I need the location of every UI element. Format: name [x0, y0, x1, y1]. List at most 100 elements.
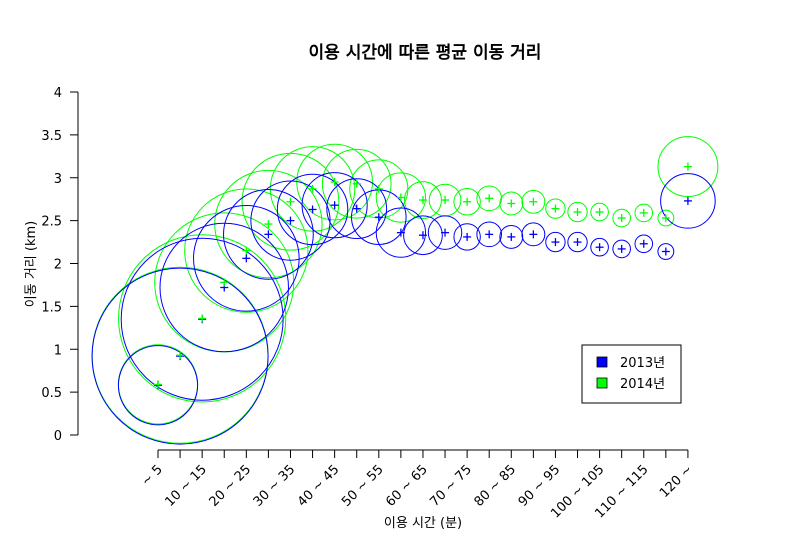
point-2013 — [441, 228, 450, 237]
point-2013 — [463, 232, 472, 241]
point-2014 — [286, 197, 295, 206]
x-tick-label: 60 ~ 65 — [383, 462, 431, 510]
bubble-2014 — [612, 208, 631, 228]
x-tick-label: 40 ~ 45 — [295, 462, 343, 510]
point-2014 — [264, 220, 273, 229]
bubble-2014 — [184, 188, 309, 313]
x-tick-label: 10 ~ 15 — [162, 462, 210, 510]
legend-label-2013: 2013년 — [620, 356, 665, 371]
point-2014 — [463, 197, 472, 206]
point-2014 — [154, 380, 162, 389]
chart-title: 이용 시간에 따른 평균 이동 거리 — [309, 43, 542, 63]
bubble-2013 — [375, 207, 427, 258]
x-tick-label: ~ 5 — [139, 462, 166, 489]
point-2013 — [352, 204, 361, 213]
bubble-2014 — [375, 172, 427, 223]
bubble-2013 — [657, 243, 675, 260]
point-2014 — [242, 246, 251, 255]
point-2013 — [683, 196, 692, 205]
bubble-2013 — [612, 239, 631, 259]
point-2013 — [286, 216, 295, 225]
legend-swatch-2013 — [596, 356, 608, 368]
bubble-2013 — [326, 178, 388, 240]
point-2013 — [418, 231, 427, 240]
point-2013 — [573, 238, 582, 247]
point-2014 — [396, 193, 405, 202]
bubble-2014 — [657, 209, 675, 227]
bubble-2013 — [117, 345, 199, 426]
y-axis: 0 0.5 1 1.5 2 2.5 3 3.5 4 — [41, 86, 79, 444]
point-2014 — [617, 214, 626, 223]
point-2013 — [264, 230, 273, 239]
point-2014 — [198, 314, 207, 323]
point-2013 — [374, 213, 383, 222]
point-2014 — [374, 184, 383, 193]
point-2013 — [529, 230, 538, 239]
bubble-2013 — [476, 221, 503, 248]
bubble-2014 — [118, 234, 287, 403]
point-2013 — [661, 247, 670, 256]
point-2013 — [551, 238, 560, 247]
bubble-2013 — [193, 205, 300, 312]
point-2014 — [418, 196, 427, 205]
y-tick-label: 1.5 — [41, 300, 62, 315]
plot-area — [91, 136, 719, 445]
point-2014 — [485, 194, 494, 203]
y-tick-label: 0.5 — [41, 386, 62, 401]
bubble-2013 — [301, 172, 368, 239]
point-2014 — [661, 214, 670, 223]
point-layer — [154, 162, 692, 390]
legend: 2013년 2014년 — [581, 344, 682, 404]
point-2014 — [330, 178, 339, 187]
x-tick-label: 120 ~ — [657, 462, 696, 501]
point-2013 — [485, 230, 494, 239]
point-2013 — [242, 254, 251, 263]
x-axis-title: 이용 시간 (분) — [384, 516, 462, 531]
bubble-2013 — [660, 173, 716, 229]
point-2013 — [308, 205, 317, 214]
bubble-2013 — [159, 222, 289, 353]
x-tick-label: 20 ~ 25 — [207, 462, 255, 510]
bubble-2013 — [567, 231, 588, 253]
point-2013 — [595, 243, 604, 252]
point-2014 — [529, 197, 538, 206]
bubble-2013 — [545, 231, 566, 253]
bubble-2013 — [521, 222, 546, 247]
legend-label-2014: 2014년 — [620, 377, 665, 392]
bubble-2014 — [567, 201, 588, 223]
point-2014 — [352, 179, 361, 188]
bubble-2013 — [499, 224, 524, 249]
y-tick-label: 1 — [54, 343, 62, 358]
y-tick-label: 4 — [54, 86, 62, 101]
point-2013 — [639, 239, 648, 248]
bubble-2013 — [427, 215, 463, 250]
point-2014 — [507, 199, 516, 208]
point-2014 — [220, 278, 229, 287]
bubble-2014 — [521, 189, 546, 214]
bubble-2013 — [250, 180, 331, 261]
point-2014 — [441, 196, 450, 205]
bubble-layer — [91, 136, 719, 445]
y-axis-title: 이동 거리 (km) — [24, 221, 39, 307]
bubble-2014 — [634, 203, 654, 223]
point-2014 — [551, 204, 560, 213]
y-tick-label: 0 — [54, 429, 62, 444]
bubble-2013 — [634, 234, 654, 254]
bubble-2014 — [296, 143, 373, 221]
point-2013 — [617, 244, 626, 253]
point-2013 — [330, 201, 339, 210]
bubble-2014 — [590, 202, 609, 222]
point-2014 — [683, 162, 692, 171]
bubble-2014 — [321, 148, 392, 219]
y-tick-label: 3.5 — [41, 129, 62, 144]
y-tick-label: 2.5 — [41, 215, 62, 230]
x-tick-label: 30 ~ 35 — [251, 462, 299, 510]
bubble-2013 — [453, 223, 481, 251]
x-tick-label: 70 ~ 75 — [427, 462, 475, 510]
bubble-2014 — [499, 191, 524, 216]
y-tick-label: 2 — [54, 258, 62, 273]
point-2013 — [396, 228, 405, 237]
bubble-2014 — [453, 188, 481, 216]
